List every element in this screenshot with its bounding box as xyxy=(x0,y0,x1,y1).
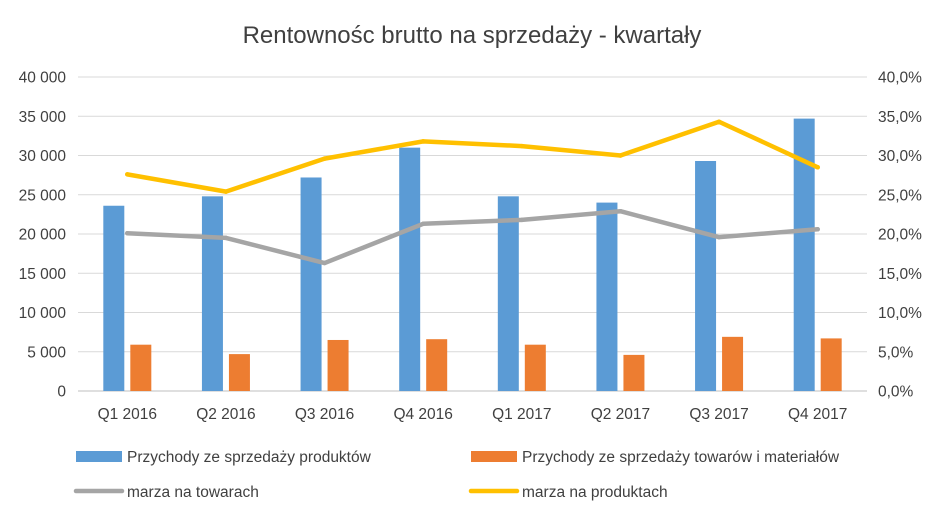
right-tick-label: 30,0% xyxy=(878,148,922,165)
line-point xyxy=(618,208,623,214)
right-axis-ticks: 0,0% 5,0% 10,0% 15,0% 20,0% 25,0% 30,0% 35,0% 40… xyxy=(878,70,922,401)
bar xyxy=(300,177,322,391)
line-point xyxy=(125,172,130,177)
legend-label-margin-goods: marza na towarach xyxy=(127,484,259,501)
line-point xyxy=(223,235,229,241)
left-tick-label: 0 xyxy=(57,384,66,401)
legend-swatch-goods xyxy=(471,451,517,462)
bar xyxy=(497,196,519,391)
bar xyxy=(623,354,645,391)
series-lines xyxy=(125,119,820,266)
line-point xyxy=(223,189,229,194)
line-point xyxy=(420,221,426,227)
line-point xyxy=(519,217,525,223)
legend-swatch-products xyxy=(76,451,122,462)
left-axis-ticks: 0 5 000 10 000 15 000 20 000 25 000 30 000 35 0… xyxy=(19,70,67,401)
right-tick-label: 20,0% xyxy=(878,227,922,244)
legend-label-margin-products: marza na produktach xyxy=(522,484,668,501)
line-point xyxy=(322,260,327,266)
x-tick-label: Q4 2017 xyxy=(788,406,847,423)
bars xyxy=(103,118,842,391)
bar xyxy=(695,160,717,391)
bar xyxy=(130,344,152,391)
bar xyxy=(722,336,744,391)
x-tick-label: Q2 2016 xyxy=(196,406,255,423)
line-point xyxy=(519,143,525,149)
x-tick-label: Q1 2016 xyxy=(98,406,157,423)
bar xyxy=(399,147,421,391)
left-tick-label: 5 000 xyxy=(27,344,66,361)
right-tick-label: 35,0% xyxy=(878,109,922,126)
right-tick-label: 5,0% xyxy=(878,344,914,361)
left-tick-label: 20 000 xyxy=(19,227,67,244)
line-point xyxy=(815,165,820,170)
line-point xyxy=(125,230,130,236)
bar xyxy=(793,118,815,391)
bar xyxy=(524,344,546,391)
legend-label-products: Przychody ze sprzedaży produktów xyxy=(127,449,372,466)
x-tick-label: Q3 2016 xyxy=(295,406,354,423)
line-point xyxy=(815,227,820,232)
bar xyxy=(596,202,618,391)
right-tick-label: 15,0% xyxy=(878,266,922,283)
bar xyxy=(201,196,223,391)
right-tick-label: 0,0% xyxy=(878,384,914,401)
series-line xyxy=(125,208,820,266)
line-point xyxy=(716,234,722,240)
legend: Przychody ze sprzedaży produktów Przycho… xyxy=(73,449,840,501)
left-tick-label: 40 000 xyxy=(19,70,67,87)
x-tick-label: Q3 2017 xyxy=(689,406,748,423)
left-tick-label: 30 000 xyxy=(19,148,67,165)
right-tick-label: 40,0% xyxy=(878,70,922,87)
legend-label-goods: Przychody ze sprzedaży towarów i materia… xyxy=(522,449,840,466)
line-point xyxy=(618,153,623,158)
left-tick-label: 25 000 xyxy=(19,187,67,204)
left-tick-label: 15 000 xyxy=(19,266,67,283)
left-tick-label: 10 000 xyxy=(19,305,67,322)
bar xyxy=(103,205,125,391)
right-tick-label: 25,0% xyxy=(878,187,922,204)
line-point xyxy=(716,119,722,124)
bar xyxy=(228,354,250,391)
bar xyxy=(327,339,349,391)
x-tick-label: Q4 2016 xyxy=(393,406,452,423)
bar xyxy=(820,338,842,391)
chart-title: Rentownośc brutto na sprzedaży - kwartał… xyxy=(243,22,702,49)
bar xyxy=(426,339,448,391)
series-line xyxy=(125,119,820,194)
line-point xyxy=(322,156,327,161)
line-point xyxy=(420,139,426,144)
x-tick-label: Q2 2017 xyxy=(591,406,650,423)
right-tick-label: 10,0% xyxy=(878,305,922,322)
left-tick-label: 35 000 xyxy=(19,109,67,126)
x-axis-ticks: Q1 2016 Q2 2016 Q3 2016 Q4 2016 Q1 2017 Q2 20… xyxy=(98,406,848,423)
x-tick-label: Q1 2017 xyxy=(492,406,551,423)
